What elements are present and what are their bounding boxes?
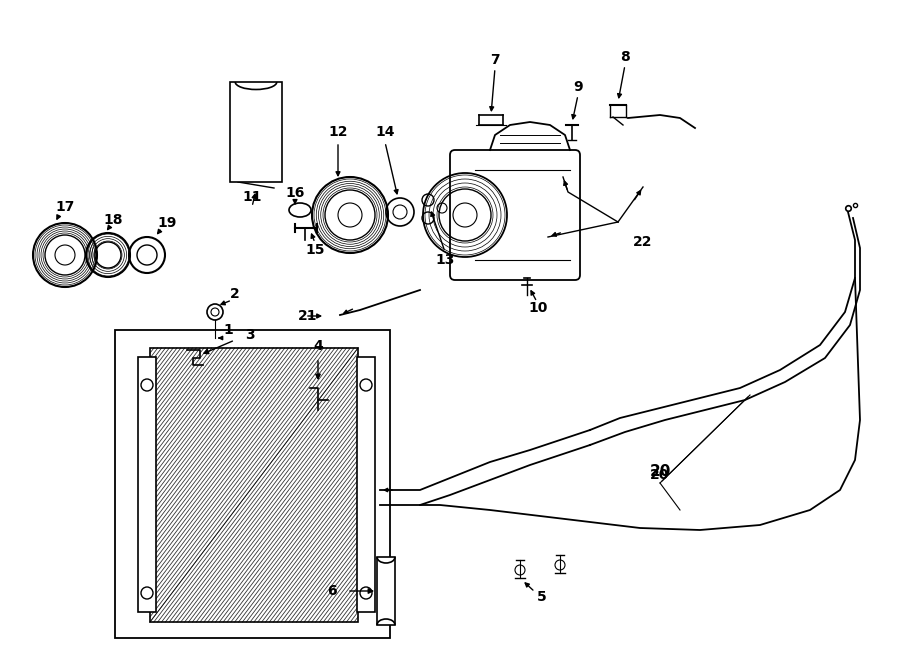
Text: 1: 1 xyxy=(223,323,233,337)
Text: 21: 21 xyxy=(298,309,318,323)
Bar xyxy=(115,330,390,638)
Bar xyxy=(150,348,358,622)
Text: 4: 4 xyxy=(313,339,323,353)
Bar xyxy=(138,357,156,612)
Text: 19: 19 xyxy=(158,216,176,230)
Text: 14: 14 xyxy=(375,125,395,139)
Text: 7: 7 xyxy=(491,53,500,67)
Text: 10: 10 xyxy=(528,301,548,315)
Text: 18: 18 xyxy=(104,213,122,227)
Text: 17: 17 xyxy=(55,200,75,214)
Text: 15: 15 xyxy=(305,243,325,257)
Text: 16: 16 xyxy=(285,186,305,200)
Text: 22: 22 xyxy=(634,235,652,249)
Text: 2: 2 xyxy=(230,287,240,301)
Text: 12: 12 xyxy=(328,125,347,139)
Bar xyxy=(377,557,395,625)
Text: 20: 20 xyxy=(649,465,670,479)
Text: 9: 9 xyxy=(573,80,583,94)
Text: 13: 13 xyxy=(436,253,454,267)
Bar xyxy=(230,82,282,182)
Bar xyxy=(357,357,375,612)
Text: 8: 8 xyxy=(620,50,630,64)
Text: 3: 3 xyxy=(245,328,255,342)
Text: 5: 5 xyxy=(537,590,547,604)
Text: 20: 20 xyxy=(651,468,670,482)
Text: 6: 6 xyxy=(328,584,337,598)
Text: 11: 11 xyxy=(242,190,262,204)
